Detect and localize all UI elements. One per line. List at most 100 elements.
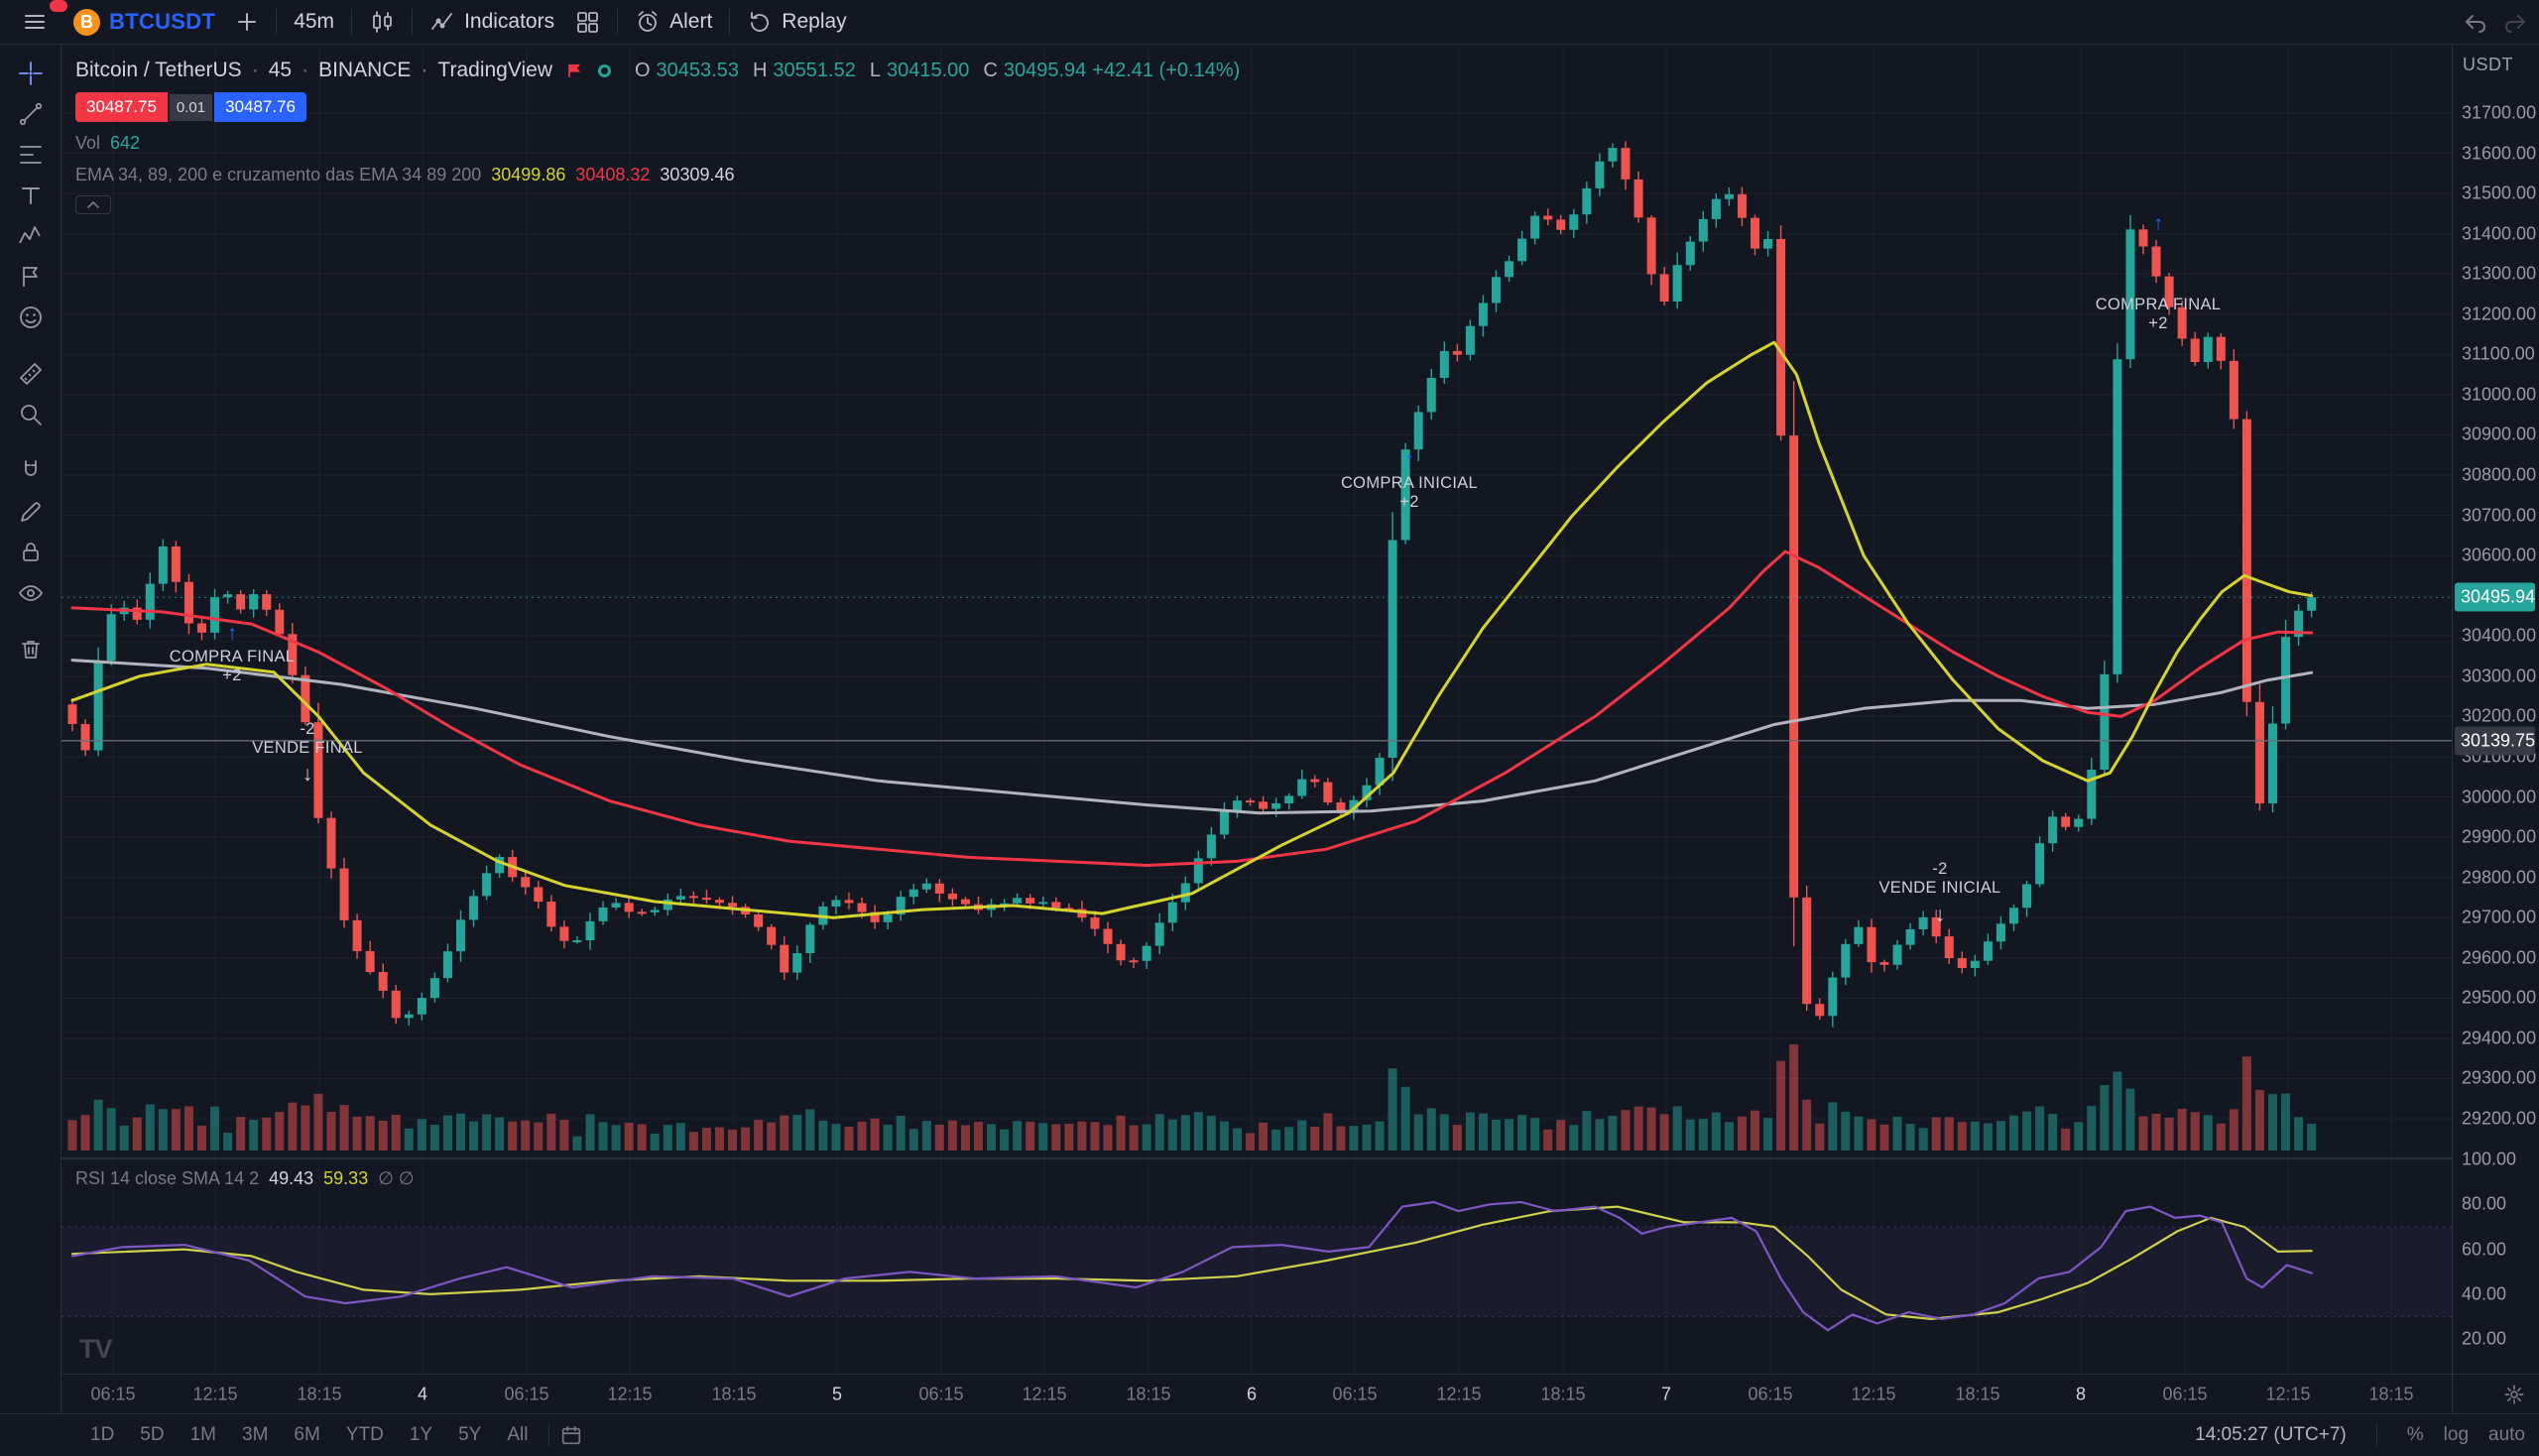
rsi-axis-label: 20.00 bbox=[2462, 1328, 2507, 1349]
toolbar-separator bbox=[729, 9, 731, 35]
time-axis-label: 12:15 bbox=[1851, 1384, 1896, 1403]
volume-legend[interactable]: Vol 642 bbox=[75, 133, 1240, 154]
time-axis-label: 4 bbox=[417, 1384, 428, 1403]
pattern-tool[interactable] bbox=[8, 215, 54, 256]
symbol-description: Bitcoin / TetherUS bbox=[75, 59, 242, 81]
undo-icon[interactable] bbox=[2464, 10, 2487, 34]
last-price-badge: 30495.94 bbox=[2455, 582, 2535, 612]
range-button-5d[interactable]: 5D bbox=[140, 1424, 165, 1445]
ohlc-values: O 30453.53 H 30551.52 L 30415.00 C 30495.94 … bbox=[627, 60, 1240, 82]
market-status-icon[interactable] bbox=[597, 63, 611, 77]
time-axis-label: 18:15 bbox=[1126, 1384, 1171, 1403]
time-axis[interactable]: 06:15 12:15 18:15 4 06:15 12:15 18:15 5 06:15 12:… bbox=[61, 1374, 2452, 1413]
symbol-legend[interactable]: Bitcoin / TetherUS · 45 · BINANCE · Trad… bbox=[75, 59, 1240, 82]
zoom-tool[interactable] bbox=[8, 394, 54, 434]
emoji-tool[interactable] bbox=[8, 297, 54, 337]
exchange-name: BINANCE bbox=[318, 59, 412, 81]
toolbar-separator bbox=[412, 9, 414, 35]
measure-tool[interactable] bbox=[8, 353, 54, 394]
grid-layout-icon bbox=[577, 12, 599, 33]
arrow-up-icon: ↑ bbox=[1404, 448, 1415, 471]
hide-drawings-tool[interactable] bbox=[8, 572, 54, 613]
notification-badge bbox=[50, 0, 67, 12]
delete-drawings-tool[interactable] bbox=[8, 629, 54, 669]
price-axis-label: 30300.00 bbox=[2462, 666, 2537, 686]
goto-date-button[interactable] bbox=[559, 1423, 583, 1447]
fib-retracement-tool[interactable] bbox=[8, 134, 54, 175]
time-axis-label: 18:15 bbox=[711, 1384, 757, 1403]
calendar-icon bbox=[562, 1425, 581, 1445]
range-button-1y[interactable]: 1Y bbox=[409, 1424, 433, 1445]
buy-button[interactable]: 30487.76 bbox=[214, 92, 307, 122]
time-axis-label: 12:15 bbox=[607, 1384, 653, 1403]
chart-type-button[interactable] bbox=[359, 4, 405, 40]
time-axis-label: 12:15 bbox=[192, 1384, 238, 1403]
range-button-1d[interactable]: 1D bbox=[90, 1424, 115, 1445]
range-button-ytd[interactable]: YTD bbox=[345, 1424, 384, 1445]
alert-button[interactable]: Alert bbox=[625, 4, 722, 40]
svg-text:VENDE INICIAL: VENDE INICIAL bbox=[1878, 879, 2000, 897]
magnet-tool[interactable] bbox=[8, 450, 54, 491]
price-axis[interactable]: USDT 31700.00 31600.00 31500.00 31400.00 313… bbox=[2452, 45, 2539, 1374]
interval-button[interactable]: 45m bbox=[284, 5, 344, 39]
candles bbox=[67, 141, 2317, 1028]
trendline-tool[interactable] bbox=[8, 93, 54, 134]
replay-icon bbox=[751, 12, 770, 32]
range-button-1m[interactable]: 1M bbox=[189, 1424, 216, 1445]
forecast-tool[interactable] bbox=[8, 256, 54, 297]
compare-add-button[interactable] bbox=[225, 5, 269, 39]
range-button-3m[interactable]: 3M bbox=[242, 1424, 269, 1445]
bottom-toolbar: 1D 5D 1M 3M 6M YTD 1Y 5Y All 14:05:27 (UTC+7) % … bbox=[0, 1413, 2539, 1456]
interval-label: 45m bbox=[294, 10, 335, 33]
range-button-5y[interactable]: 5Y bbox=[458, 1424, 482, 1445]
ema89-line bbox=[70, 549, 2314, 867]
change-value: +42.41 (+0.14%) bbox=[1092, 59, 1241, 81]
top-toolbar: B BTCUSDT 45m Indicators Alert Replay bbox=[0, 0, 2539, 45]
log-scale-button[interactable]: log bbox=[2443, 1424, 2470, 1445]
main-menu-button[interactable] bbox=[12, 4, 58, 40]
price-axis-label: 29800.00 bbox=[2462, 867, 2537, 888]
price-axis-label: 30400.00 bbox=[2462, 625, 2537, 646]
close-label: C bbox=[983, 59, 998, 81]
time-axis-label: 8 bbox=[2075, 1384, 2087, 1403]
range-button-6m[interactable]: 6M bbox=[294, 1424, 320, 1445]
collapse-legend-button[interactable] bbox=[75, 195, 111, 214]
rsi-line bbox=[70, 1200, 2313, 1332]
rsi-extra-values: ∅ ∅ bbox=[378, 1168, 415, 1188]
redo-icon[interactable] bbox=[2503, 10, 2527, 34]
volume-value: 642 bbox=[110, 133, 141, 153]
time-axis-label: 5 bbox=[831, 1384, 843, 1403]
text-tool[interactable] bbox=[8, 175, 54, 215]
separator-dot: · bbox=[302, 59, 309, 81]
volume-label: Vol bbox=[75, 133, 101, 153]
range-button-all[interactable]: All bbox=[507, 1424, 529, 1445]
multichart-layout-button[interactable] bbox=[564, 4, 610, 40]
indicators-button[interactable]: Indicators bbox=[420, 4, 564, 40]
price-axis-label: 29400.00 bbox=[2462, 1028, 2537, 1048]
crosshair-price-badge: 30139.75 bbox=[2455, 726, 2535, 756]
percent-scale-button[interactable]: % bbox=[2406, 1424, 2424, 1445]
rsi-sma-value: 59.33 bbox=[323, 1168, 369, 1188]
currency-label: USDT bbox=[2463, 55, 2513, 74]
crosshair-tool[interactable] bbox=[8, 53, 54, 93]
clock[interactable]: 14:05:27 (UTC+7) bbox=[2195, 1424, 2347, 1445]
time-axis-label: 12:15 bbox=[2265, 1384, 2311, 1403]
time-axis-label: 18:15 bbox=[1540, 1384, 1586, 1403]
low-label: L bbox=[869, 59, 881, 81]
time-axis-label: 06:15 bbox=[90, 1384, 136, 1403]
lock-tool[interactable] bbox=[8, 532, 54, 572]
symbol-search-button[interactable]: B BTCUSDT bbox=[63, 4, 225, 41]
price-axis-label: 30200.00 bbox=[2462, 705, 2537, 726]
rsi-legend[interactable]: RSI 14 close SMA 14 2 49.43 59.33 ∅ ∅ bbox=[75, 1168, 415, 1189]
draw-tool[interactable] bbox=[8, 491, 54, 532]
auto-scale-button[interactable]: auto bbox=[2488, 1424, 2525, 1445]
time-axis-label: 18:15 bbox=[1955, 1384, 2000, 1403]
flag-icon[interactable] bbox=[566, 63, 582, 78]
ema-legend[interactable]: EMA 34, 89, 200 e cruzamento das EMA 34 … bbox=[75, 165, 1240, 185]
sell-button[interactable]: 30487.75 bbox=[75, 92, 168, 122]
replay-button[interactable]: Replay bbox=[737, 4, 856, 40]
gear-icon[interactable] bbox=[2503, 1384, 2525, 1405]
tradingview-logo[interactable]: TV bbox=[79, 1334, 113, 1364]
